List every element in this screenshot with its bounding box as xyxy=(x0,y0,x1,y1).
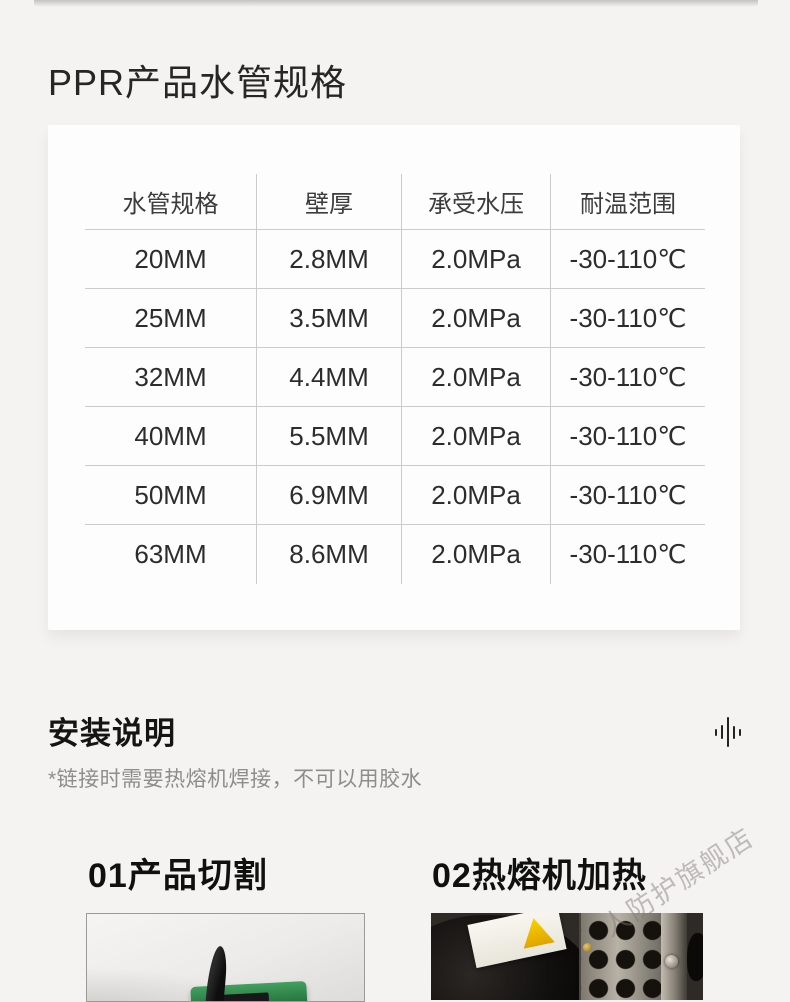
table-cell: -30-110℃ xyxy=(551,348,705,407)
table-cell: -30-110℃ xyxy=(551,230,705,289)
step1-photo-pipe-cutter xyxy=(86,913,365,1002)
table-cell: 2.0MPa xyxy=(402,466,551,525)
install-section-heading: 安装说明 xyxy=(48,716,176,751)
waveform-bar xyxy=(733,725,735,739)
warning-triangle-icon xyxy=(518,915,555,949)
install-note: *链接时需要热熔机焊接，不可以用胶水 xyxy=(48,768,423,791)
table-cell: 5.5MM xyxy=(257,407,402,466)
table-cell: 2.0MPa xyxy=(402,230,551,289)
table-cell: 32MM xyxy=(85,348,257,407)
table-cell: 20MM xyxy=(85,230,257,289)
table-header-temp-range: 耐温范围 xyxy=(551,174,705,230)
step2-heading: 02热熔机加热 xyxy=(432,857,647,895)
table-cell: 2.0MPa xyxy=(402,348,551,407)
machine-perforated-plate-shape xyxy=(579,913,663,1000)
table-cell: -30-110℃ xyxy=(551,466,705,525)
table-cell: 8.6MM xyxy=(257,525,402,584)
table-header-pipe-size: 水管规格 xyxy=(85,174,257,230)
machine-edge-shape xyxy=(687,933,703,981)
bolt-shape xyxy=(665,955,678,968)
table-cell: 25MM xyxy=(85,289,257,348)
spec-table-card: 水管规格 壁厚 承受水压 耐温范围 20MM 2.8MM 2.0MPa -30-… xyxy=(48,125,740,630)
spec-table: 水管规格 壁厚 承受水压 耐温范围 20MM 2.8MM 2.0MPa -30-… xyxy=(85,174,705,584)
table-cell: 3.5MM xyxy=(257,289,402,348)
page-title: PPR产品水管规格 xyxy=(48,62,348,103)
waveform-bar xyxy=(739,728,741,736)
audio-waveform-icon xyxy=(708,714,748,750)
table-cell: 4.4MM xyxy=(257,348,402,407)
table-header-wall: 壁厚 xyxy=(257,174,402,230)
waveform-bar xyxy=(715,728,717,736)
table-cell: 63MM xyxy=(85,525,257,584)
table-cell: 2.0MPa xyxy=(402,407,551,466)
table-cell: 6.9MM xyxy=(257,466,402,525)
table-cell: -30-110℃ xyxy=(569,539,687,569)
top-edge-shadow xyxy=(34,0,758,7)
waveform-bar xyxy=(721,725,723,739)
brass-screw-shape xyxy=(583,943,592,952)
table-cell: 50MM xyxy=(85,466,257,525)
table-cell: -30-110℃ xyxy=(551,289,705,348)
table-cell: 2.8MM xyxy=(257,230,402,289)
table-cell: 2.0MPa xyxy=(402,525,551,584)
table-cell: 40MM xyxy=(85,407,257,466)
waveform-bar xyxy=(727,717,729,747)
step1-heading: 01产品切割 xyxy=(88,857,268,895)
step2-photo-welding-machine xyxy=(431,913,703,1000)
table-cell: 2.0MPa xyxy=(402,289,551,348)
table-cell: -30-110℃ xyxy=(551,407,705,466)
table-header-pressure: 承受水压 xyxy=(402,174,551,230)
